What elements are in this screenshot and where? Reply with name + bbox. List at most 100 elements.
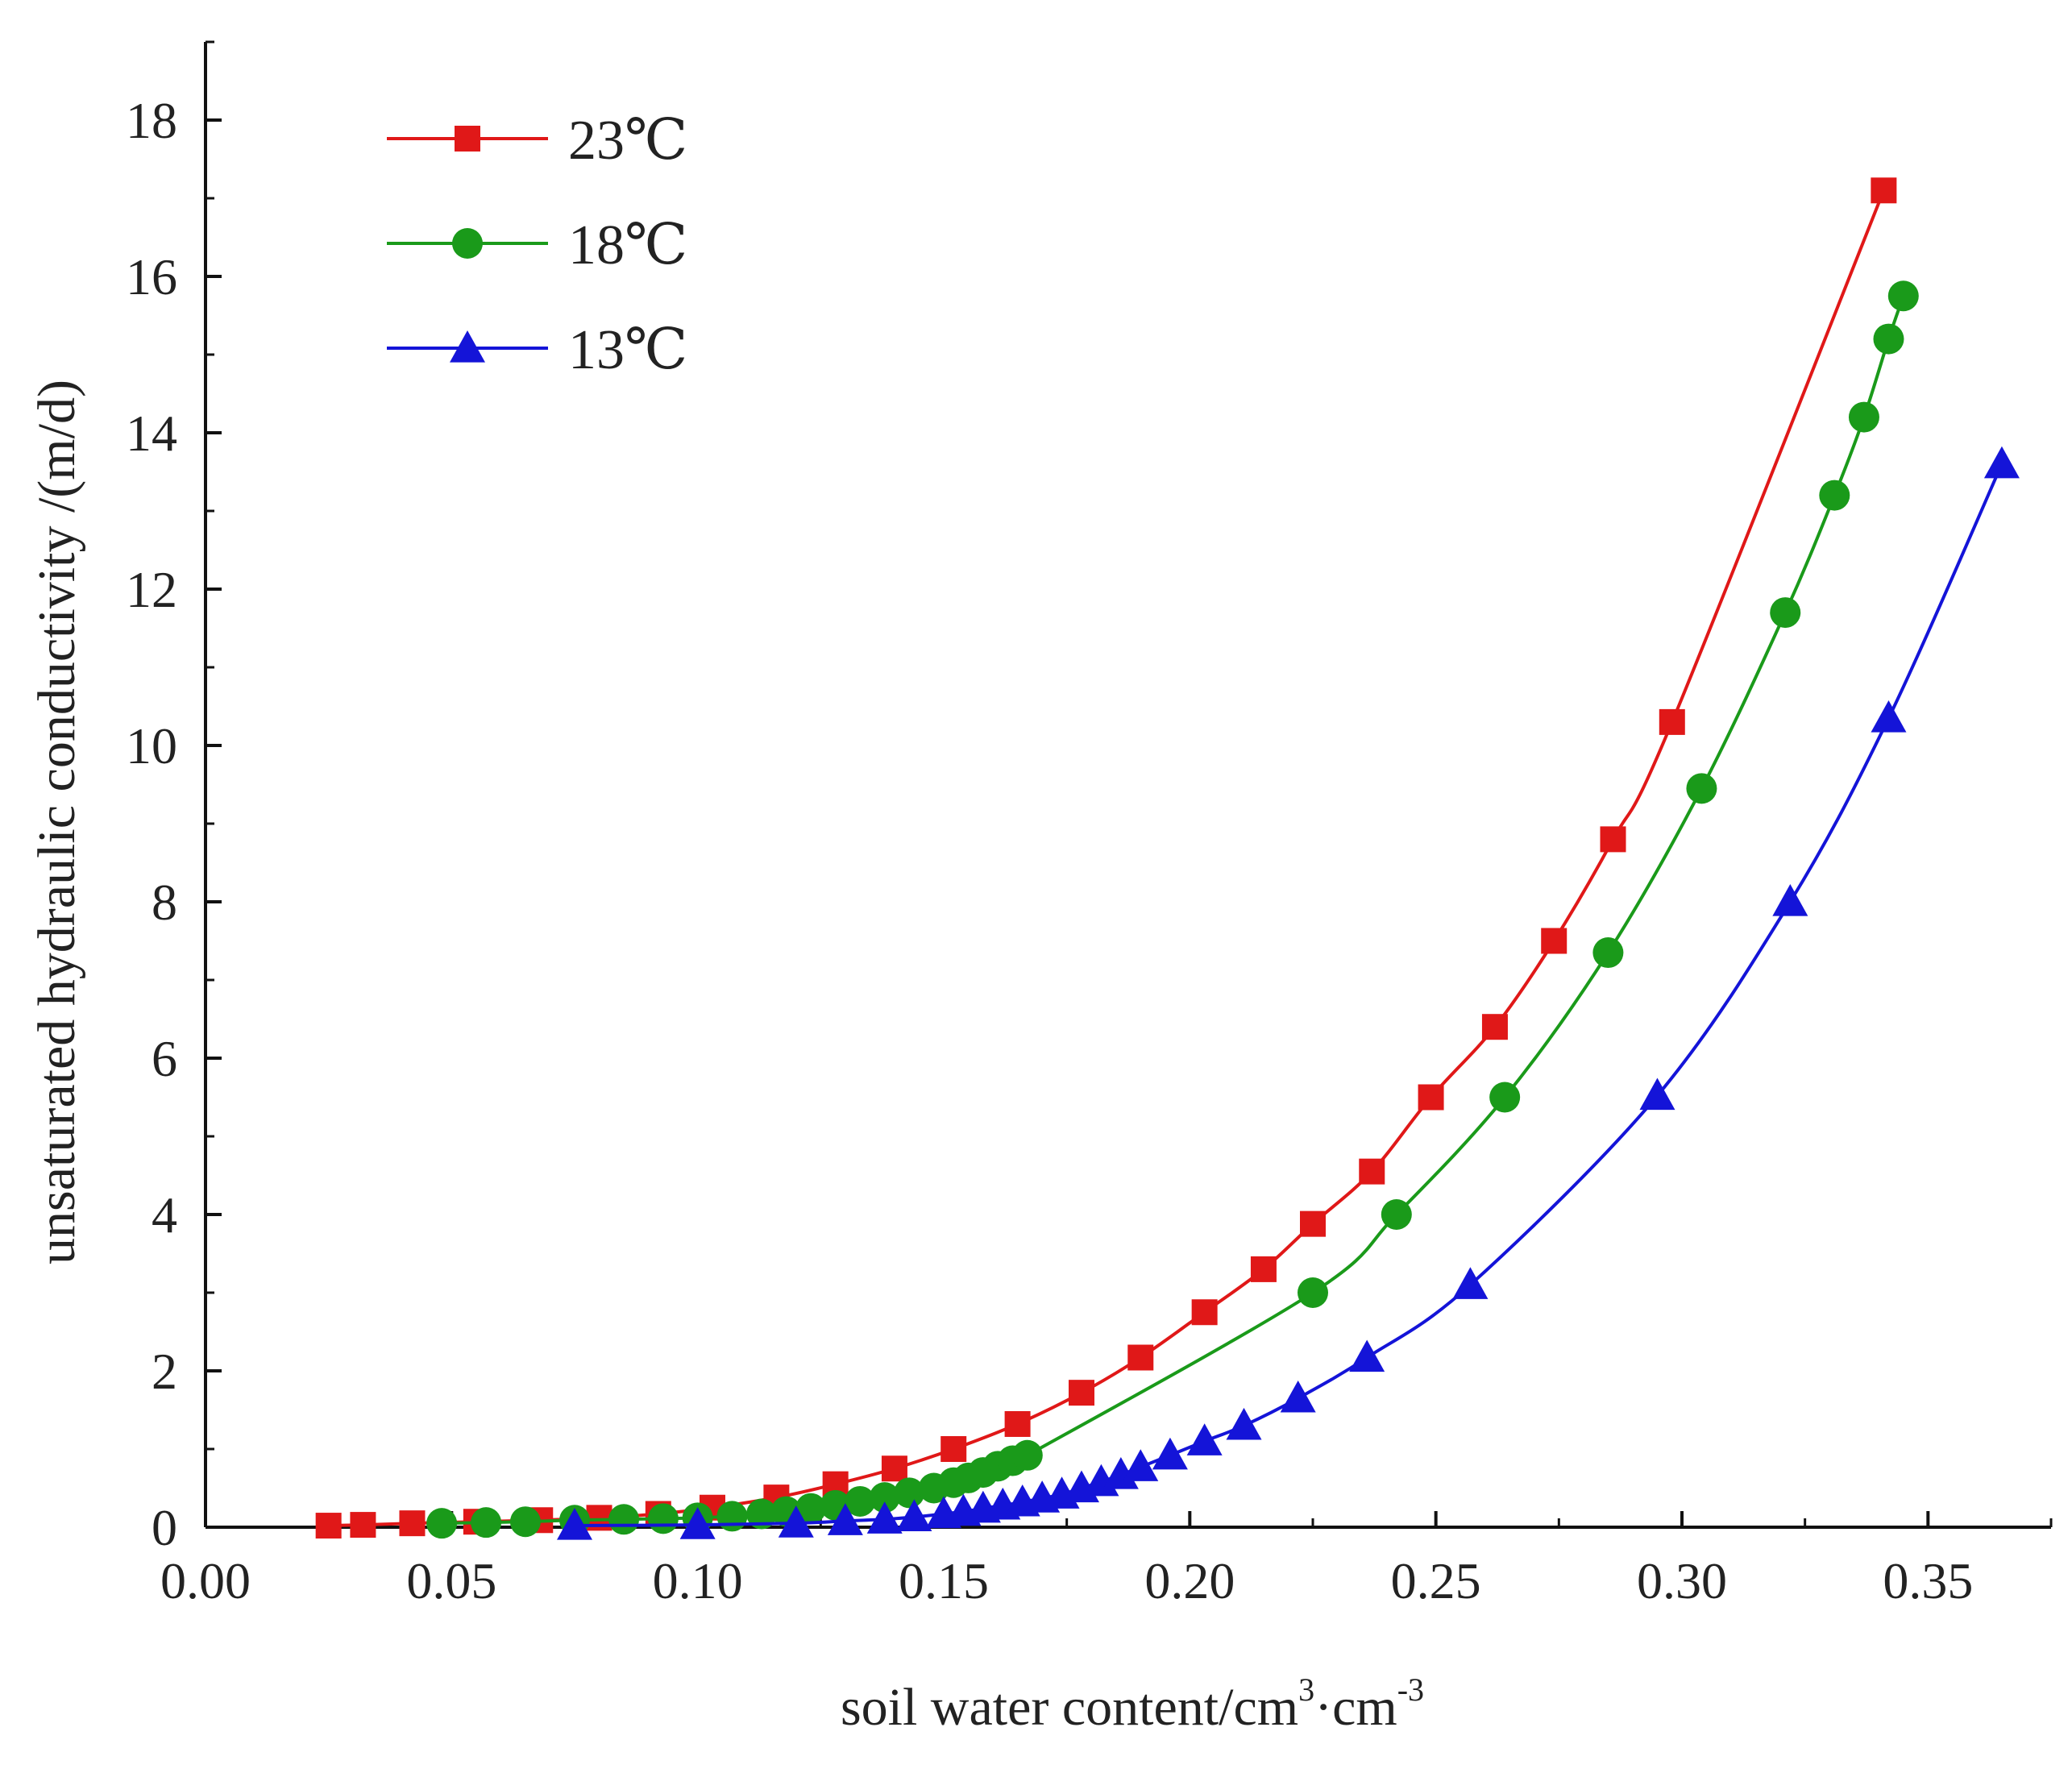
y-tick-label: 0 [152,1499,177,1556]
x-tick-label: 0.10 [653,1552,743,1609]
data-point [1481,1014,1508,1040]
data-point [1639,1078,1675,1111]
data-point [1011,1439,1043,1471]
data-point [881,1455,907,1482]
data-point [869,1482,900,1513]
y-axis-title: unsaturated hydraulic conductivity /(m/d… [27,380,86,1264]
legend-item: 18℃ [387,214,687,276]
data-point [471,1507,502,1538]
legend-label: 23℃ [568,110,687,172]
legend-marker [455,126,480,152]
series-layer [315,177,2020,1540]
legend-marker [450,330,485,363]
x-tick-label: 0.25 [1391,1552,1481,1609]
data-point [746,1498,778,1530]
data-point [1191,1299,1218,1326]
data-point [1186,1423,1223,1455]
data-point [1298,1277,1328,1308]
data-point [1686,773,1717,804]
data-point [399,1510,426,1537]
data-point [557,1508,592,1540]
data-point [1983,446,2020,479]
y-tick-label: 14 [126,405,177,462]
series-triangle [557,446,2020,1540]
data-point [1848,401,1879,433]
y-tick-label: 6 [152,1030,177,1087]
series-line [442,295,1905,1526]
series-square [315,177,1897,1539]
data-point [1152,1437,1188,1470]
y-tick-label: 16 [126,248,177,305]
data-point [1280,1380,1316,1413]
data-point [1068,1380,1094,1406]
data-point [894,1477,925,1509]
data-point [1123,1449,1159,1481]
data-point [1887,280,1919,312]
data-point [679,1507,716,1539]
data-point [1127,1344,1154,1371]
y-tick-label: 18 [126,92,177,149]
x-tick-label: 0.00 [160,1552,251,1609]
data-point [1418,1084,1444,1111]
x-axis-title-mid: ·cm [1314,1678,1397,1737]
data-point [827,1503,863,1535]
data-point [1772,884,1808,916]
data-point [795,1493,827,1524]
y-tick-label: 8 [152,874,177,931]
data-point [1659,708,1685,735]
legend-marker [452,228,483,259]
data-point [426,1508,458,1539]
x-axis-title-sup2: -3 [1397,1671,1424,1708]
data-point [1819,480,1850,511]
legend-item: 23℃ [387,110,687,172]
x-tick-label: 0.15 [899,1552,989,1609]
data-point [1300,1210,1326,1237]
data-point [608,1504,640,1535]
x-tick-label: 0.35 [1883,1552,1973,1609]
x-axis-title: soil water content/cm3·cm-3 [841,1671,1424,1737]
legend: 23℃ 18℃ 13℃ [387,110,687,381]
data-point [778,1505,814,1538]
axes [204,42,2051,1529]
data-point [1871,177,1897,204]
y-tick-label: 4 [152,1186,177,1244]
y-tick-label: 10 [126,717,177,774]
data-point [1873,323,1904,355]
x-tick-label: 0.05 [406,1552,496,1609]
series-circle [426,280,1919,1539]
data-point [1349,1339,1385,1372]
legend-label: 13℃ [568,319,687,381]
data-point [1871,700,1907,733]
y-tick-label: 12 [126,561,177,618]
data-point [350,1512,376,1538]
data-point [896,1499,932,1531]
x-tick-label: 0.30 [1637,1552,1727,1609]
data-point [940,1436,967,1462]
data-point [1381,1199,1412,1230]
data-point [647,1503,679,1534]
y-tick-label: 2 [152,1343,177,1400]
data-point [1359,1158,1385,1185]
x-axis-title-main: soil water content/cm [841,1678,1298,1737]
x-axis-title-sup1: 3 [1298,1671,1314,1708]
data-point [1489,1082,1521,1113]
x-tick-label: 0.20 [1144,1552,1235,1609]
data-point [1250,1256,1277,1282]
data-point [716,1501,748,1532]
data-point [1600,826,1626,853]
data-point [509,1506,541,1538]
legend-label: 18℃ [568,214,687,276]
data-point [1452,1267,1489,1299]
data-point [1770,597,1801,629]
data-point [1226,1407,1262,1440]
data-point [1004,1410,1031,1437]
legend-item: 13℃ [387,319,687,381]
data-point [1541,928,1567,954]
axis-ticks: 0.00 0.05 0.10 0.15 0.20 0.25 0.30 0.35 0 2 4 6 8 10 1… [126,40,2053,1609]
series-line [328,189,1886,1528]
data-point [866,1501,903,1534]
data-point [315,1513,342,1539]
data-point [845,1485,876,1517]
